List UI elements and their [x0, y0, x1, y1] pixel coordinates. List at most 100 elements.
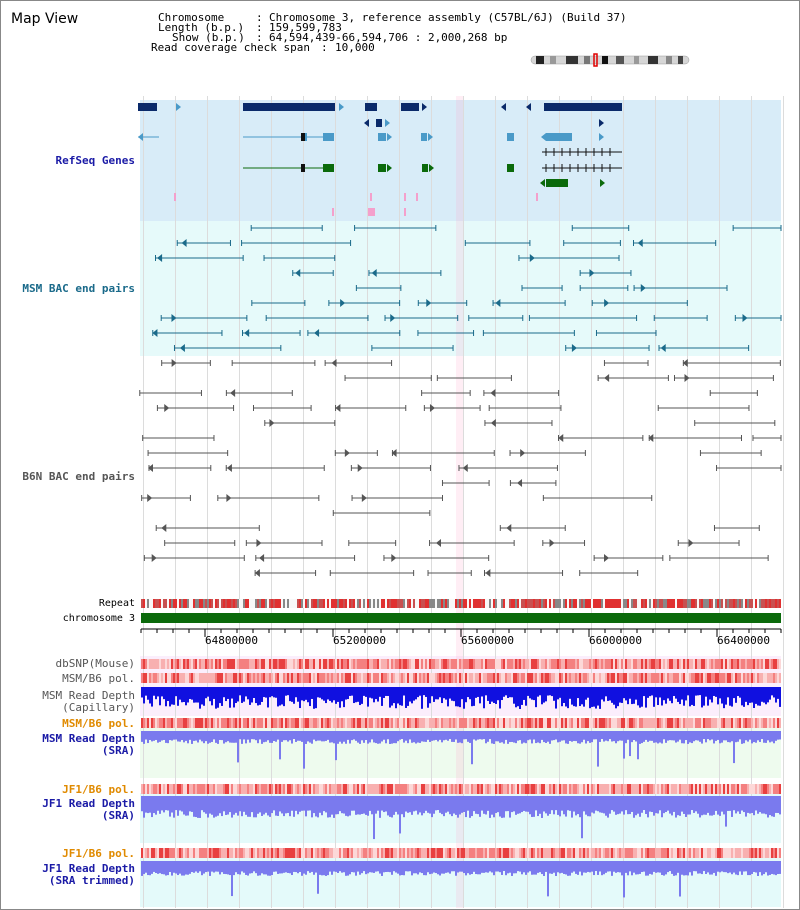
- msm-b6-pol-strip: [675, 673, 677, 683]
- repeat-segment: [729, 599, 731, 608]
- jf1-trimmed-depth-bar: [267, 861, 269, 876]
- jf1-trimmed-depth-bar: [753, 861, 755, 872]
- jf1-sra-depth-bar: [193, 796, 195, 817]
- dbsnp-strip: [571, 659, 573, 669]
- jf1-sra-depth-bar: [757, 796, 759, 814]
- jf1-b6-pol-strip-2: [355, 848, 357, 858]
- jf1-b6-pol-strip: [323, 784, 325, 794]
- msm-sra-depth-bar: [779, 731, 781, 740]
- msm-b6-pol-strip-2: [363, 718, 365, 728]
- jf1-b6-pol-strip: [547, 784, 549, 794]
- repeat-segment: [773, 599, 775, 608]
- jf1-trimmed-depth-bar: [469, 861, 471, 875]
- msm-capillary-depth-bar: [621, 687, 623, 703]
- msm-sra-depth-bar: [351, 731, 353, 741]
- msm-capillary-depth-bar: [723, 687, 725, 709]
- jf1-b6-pol-strip: [385, 784, 387, 794]
- jf1-b6-pol-strip: [345, 784, 347, 794]
- refseq-track-label[interactable]: RefSeq Genes: [55, 154, 135, 167]
- gene-arrow: [599, 119, 604, 127]
- jf1-trimmed-depth-bar: [147, 861, 149, 876]
- msm-sra-depth-bar: [193, 731, 195, 741]
- jf1-b6-pol-strip: [373, 784, 375, 794]
- jf1-b6-pol-strip-2: [709, 848, 711, 858]
- dbsnp-strip: [607, 659, 609, 669]
- msm-bac-pair-marker: [157, 254, 163, 262]
- repeat-segment: [677, 599, 679, 608]
- dbsnp-strip: [615, 659, 617, 669]
- msm-sra-depth-bar: [379, 731, 381, 744]
- jf1-read-depth-sra-label: JF1 Read Depth: [42, 797, 135, 810]
- jf1-b6-pol-strip: [369, 784, 371, 794]
- pink-feature: [373, 208, 375, 216]
- jf1-b6-pol-strip-2: [557, 848, 559, 858]
- jf1-sra-depth-bar: [147, 796, 149, 814]
- msm-b6-pol-strip: [379, 673, 381, 683]
- jf1-sra-depth-bar: [381, 796, 383, 811]
- jf1-sra-depth-bar: [487, 796, 489, 811]
- jf1-sra-depth-bar: [185, 796, 187, 816]
- msm-b6-pol-strip-2: [183, 718, 185, 728]
- jf1-b6-pol-strip-2: [343, 848, 345, 858]
- jf1-b6-pol-strip-2: [615, 848, 617, 858]
- msm-capillary-depth-bar: [455, 687, 457, 707]
- jf1-trimmed-depth-bar: [235, 861, 237, 873]
- jf1-b6-pol-strip-2: [265, 848, 267, 858]
- jf1-b6-pol-strip: [577, 784, 579, 794]
- msm-bac-track-label[interactable]: MSM BAC end pairs: [22, 282, 135, 295]
- msm-capillary-depth-bar: [371, 687, 373, 699]
- msm-b6-pol-strip-2: [295, 718, 297, 728]
- repeat-segment: [427, 599, 429, 608]
- dbsnp-strip: [319, 659, 321, 669]
- dbsnp-strip: [333, 659, 335, 669]
- repeat-segment: [429, 599, 431, 608]
- jf1-sra-depth-bar: [461, 796, 463, 813]
- msm-sra-depth-bar: [697, 731, 699, 741]
- msm-b6-pol-strip-2: [175, 718, 177, 728]
- jf1-b6-pol-strip: [335, 784, 337, 794]
- jf1-sra-depth-bar: [255, 796, 257, 818]
- jf1-b6-pol-strip-2: [749, 848, 751, 858]
- repeat-segment: [209, 599, 211, 608]
- jf1-b6-pol-strip: [179, 784, 181, 794]
- msm-capillary-depth-bar: [205, 687, 207, 699]
- msm-sra-depth-bar: [271, 731, 273, 743]
- msm-sra-depth-bar: [743, 731, 745, 744]
- jf1-sra-depth-bar: [153, 796, 155, 814]
- jf1-sra-depth-bar: [697, 796, 699, 814]
- jf1-b6-pol-strip: [477, 784, 479, 794]
- msm-sra-depth-bar: [397, 731, 399, 742]
- gene-arrow: [385, 119, 390, 127]
- msm-sra-depth-bar: [483, 731, 485, 740]
- msm-sra-depth-bar: [431, 731, 433, 741]
- msm-capillary-depth-bar: [383, 687, 385, 698]
- b6n-bac-pair-marker: [549, 539, 555, 547]
- jf1-sra-depth-bar: [271, 796, 273, 814]
- msm-capillary-depth-bar: [717, 687, 719, 705]
- jf1-b6-pol-strip-2: [207, 848, 209, 858]
- jf1-trimmed-depth-bar: [651, 861, 653, 875]
- msm-sra-depth-bar: [525, 731, 527, 744]
- b6n-bac-pair-marker: [331, 359, 337, 367]
- jf1-sra-depth-bar: [349, 796, 351, 816]
- msm-b6-pol-strip-2: [329, 718, 331, 728]
- dbsnp-strip: [207, 659, 209, 669]
- msm-b6-pol-strip-2: [665, 718, 667, 728]
- msm-b6-pol-strip: [301, 673, 303, 683]
- msm-b6-pol-strip-2: [419, 718, 421, 728]
- chromosome-ideogram[interactable]: [530, 52, 690, 67]
- dbsnp-strip: [301, 659, 303, 669]
- repeat-segment: [265, 599, 267, 608]
- b6n-bac-track-label[interactable]: B6N BAC end pairs: [22, 470, 135, 483]
- b6n-bac-pair-marker: [357, 464, 363, 472]
- jf1-b6-pol-strip-2: [745, 848, 747, 858]
- jf1-sra-depth-bar: [589, 796, 591, 817]
- msm-sra-depth-bar: [735, 731, 737, 743]
- dbsnp-strip: [729, 659, 731, 669]
- jf1-b6-pol-strip: [359, 784, 361, 794]
- jf1-b6-pol-strip: [651, 784, 653, 794]
- msm-b6-pol-strip: [517, 673, 519, 683]
- jf1-trimmed-depth-bar: [581, 861, 583, 876]
- msm-capillary-depth-bar: [365, 687, 367, 697]
- b6n-bac-pair-marker: [391, 554, 397, 562]
